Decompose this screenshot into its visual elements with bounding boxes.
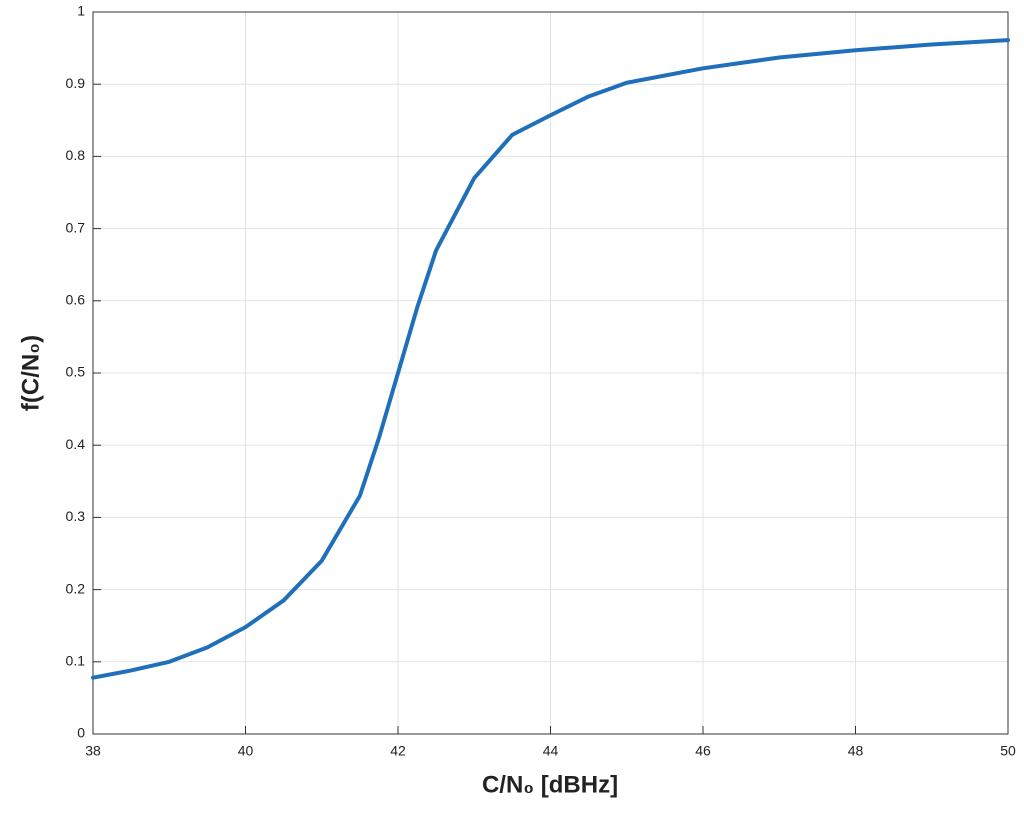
x-tick-label: 46 (695, 743, 711, 759)
y-tick-label: 0.5 (66, 364, 86, 380)
plot-frame (92, 11, 1009, 735)
y-axis-label: f(C/N₀) (17, 335, 44, 411)
x-tick-label: 40 (238, 743, 254, 759)
y-tick-label: 0.9 (66, 75, 86, 91)
x-axis-label: C/N₀ [dBHz] (482, 771, 618, 798)
x-tick-label: 38 (85, 743, 101, 759)
y-tick-label: 1 (77, 3, 85, 19)
x-tick-label: 48 (848, 743, 864, 759)
y-tick-label: 0.2 (66, 580, 86, 596)
y-tick-label: 0.6 (66, 292, 86, 308)
y-tick-label: 0 (77, 725, 85, 741)
y-tick-label: 0.3 (66, 508, 86, 524)
x-tick-label: 44 (543, 743, 559, 759)
y-tick-label: 0.8 (66, 147, 86, 163)
x-tick-label: 50 (1000, 743, 1016, 759)
data-line (91, 38, 1010, 680)
y-tick-label: 0.4 (66, 436, 86, 452)
y-tick-label: 0.1 (66, 653, 86, 669)
y-tick-label: 0.7 (66, 219, 86, 235)
x-tick-label: 42 (390, 743, 406, 759)
